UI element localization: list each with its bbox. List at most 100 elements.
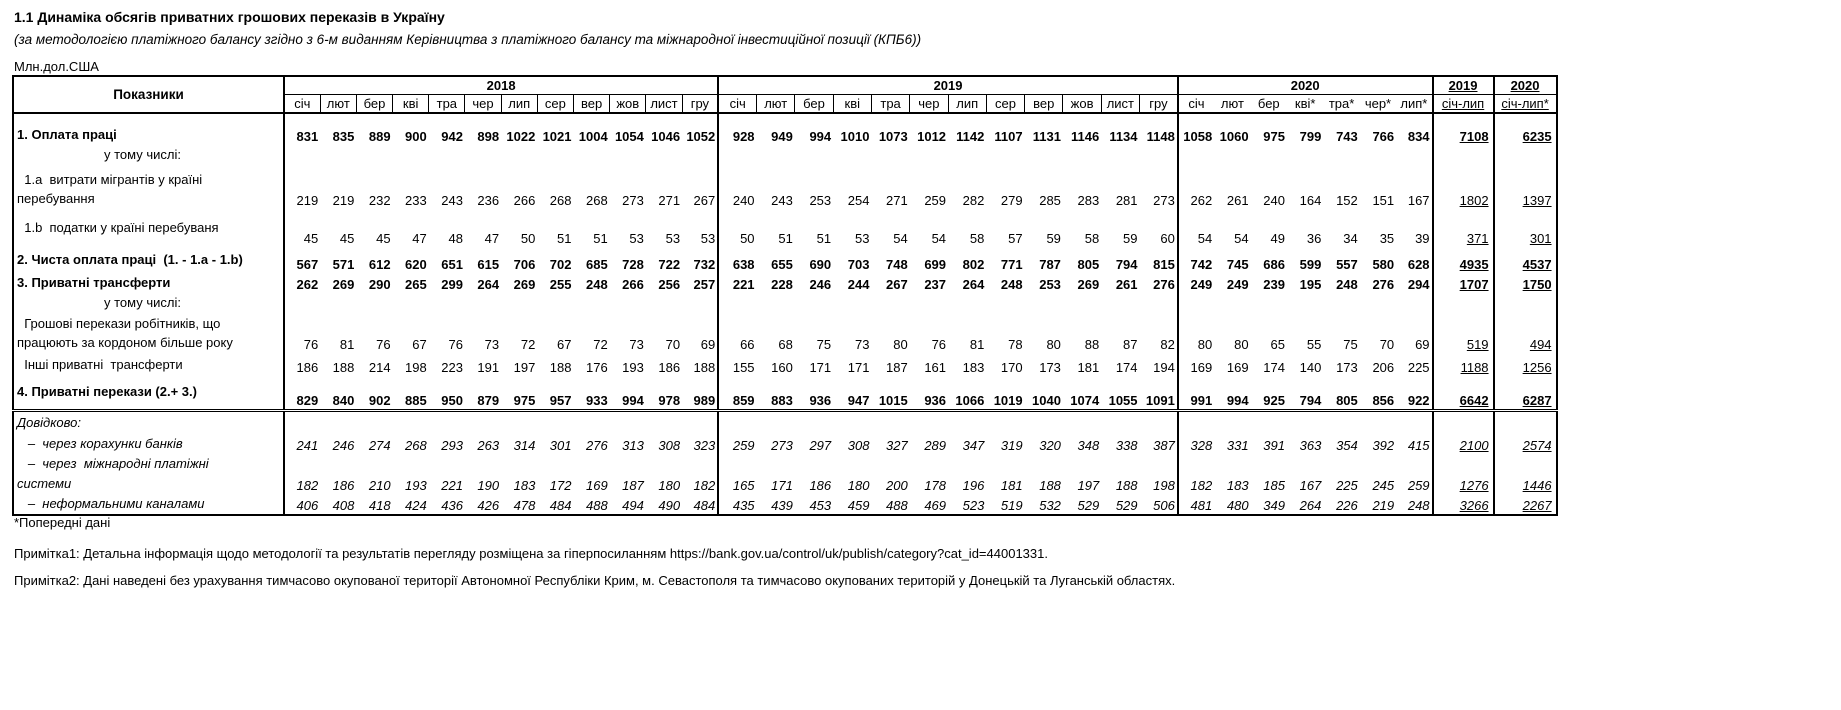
value-cell: 54	[931, 231, 947, 246]
value-cell	[833, 293, 871, 313]
note-2: Примітка2: Дані наведені без урахування …	[14, 573, 1176, 588]
value-cell: 255	[549, 277, 572, 292]
value-cell: 169	[1176, 353, 1215, 376]
value-cell: 225	[1407, 360, 1430, 375]
value-cell: 65	[1270, 337, 1285, 352]
value-cell: 859	[717, 376, 757, 412]
value-cell: 181	[1000, 478, 1023, 493]
value-cell: 426	[477, 498, 500, 513]
value-cell	[1176, 410, 1215, 434]
value-cell: 265	[405, 277, 427, 292]
value-cell: 262	[1176, 165, 1215, 209]
value-cell: 257	[693, 277, 716, 292]
sum-cell: 1750	[1492, 273, 1557, 293]
row-label: 1.a витрати мігрантів у країні перебуванн…	[13, 165, 285, 209]
value-cell: 45	[376, 231, 391, 246]
value-cell	[646, 410, 682, 434]
month-header: січ	[718, 94, 757, 114]
month-header: лют	[1214, 94, 1251, 114]
value-cell: 314	[513, 438, 536, 453]
value-cell: 347	[962, 438, 985, 453]
value-cell: 244	[847, 277, 870, 292]
row-label-line: перебування	[17, 191, 95, 206]
value-cell: 529	[1077, 498, 1100, 513]
value-cell: 196	[962, 478, 985, 493]
value-cell: 193	[622, 360, 644, 375]
value-cell: 308	[658, 438, 681, 453]
value-cell	[646, 454, 682, 474]
value-cell	[948, 454, 986, 474]
value-cell: 928	[717, 113, 757, 145]
value-cell: 488	[886, 498, 908, 513]
value-cell: 48	[448, 231, 463, 246]
month-header: бер	[1250, 94, 1287, 114]
value-cell: 246	[809, 277, 832, 292]
value-cell: 991	[1176, 376, 1215, 412]
value-cell: 268	[549, 193, 572, 208]
value-cell: 174	[1263, 360, 1285, 375]
value-cell	[393, 454, 429, 474]
value-cell	[610, 454, 646, 474]
value-cell: 319	[1000, 438, 1023, 453]
month-header: лист	[1100, 94, 1140, 114]
value-cell: 392	[1372, 438, 1395, 453]
value-cell	[717, 145, 757, 165]
value-cell	[465, 293, 501, 313]
value-cell: 34	[1343, 231, 1358, 246]
value-cell: 702	[549, 257, 572, 272]
month-header: сер	[985, 94, 1025, 114]
value-cell: 436	[441, 498, 463, 513]
value-cell	[717, 410, 757, 434]
value-cell: 248	[1000, 277, 1023, 292]
value-cell: 183	[1226, 478, 1249, 493]
value-cell: 39	[1415, 231, 1430, 246]
value-cell: 308	[847, 438, 870, 453]
value-cell: 45	[339, 231, 355, 246]
value-cell: 174	[1115, 360, 1138, 375]
value-cell: 246	[332, 438, 355, 453]
month-header: чер*	[1359, 94, 1397, 114]
month-header: чер	[909, 94, 949, 114]
value-cell: 282	[962, 193, 985, 208]
value-cell: 994	[1214, 376, 1251, 412]
value-cell: 68	[778, 337, 793, 352]
value-cell: 75	[816, 337, 832, 352]
value-cell	[910, 454, 948, 474]
value-cell: 80	[1176, 313, 1215, 353]
row-label-line: 3. Приватні трансферти	[17, 275, 171, 290]
value-cell	[1176, 293, 1215, 313]
table-row: 2. Чиста оплата праці (1. - 1.a - 1.b) 56…	[13, 247, 1557, 273]
value-cell: 171	[809, 360, 832, 375]
value-cell: 799	[1299, 129, 1322, 144]
sum-cell	[1492, 145, 1557, 165]
value-cell: 152	[1336, 193, 1358, 208]
value-cell	[646, 145, 682, 165]
value-cell	[1251, 145, 1287, 165]
value-cell: 835	[332, 129, 355, 144]
value-cell	[393, 145, 429, 165]
value-cell: 248	[1407, 498, 1430, 513]
value-cell: 1052	[686, 129, 716, 144]
value-cell: 76	[448, 337, 463, 352]
sum-cell	[1431, 145, 1494, 165]
month-header: січ	[284, 94, 321, 114]
sum-cell: 494	[1492, 313, 1557, 353]
row-label: Грошові перекази робітників, що працюють …	[13, 313, 285, 353]
value-cell: 87	[1123, 337, 1138, 352]
value-cell: 81	[969, 337, 985, 352]
value-cell: 60	[1160, 231, 1175, 246]
row-label-line: працюють за кордоном більше року	[17, 335, 233, 350]
value-cell: 191	[477, 360, 500, 375]
value-cell	[1101, 454, 1139, 474]
value-cell	[574, 293, 610, 313]
value-cell	[356, 293, 392, 313]
value-cell: 259	[924, 193, 947, 208]
value-cell: 35	[1379, 231, 1395, 246]
value-cell: 67	[412, 337, 427, 352]
sum-cell	[1431, 293, 1494, 313]
value-cell: 766	[1372, 129, 1395, 144]
value-cell	[1214, 145, 1250, 165]
value-cell: 706	[513, 257, 536, 272]
value-cell	[1287, 293, 1323, 313]
value-cell: 1060	[1219, 129, 1249, 144]
